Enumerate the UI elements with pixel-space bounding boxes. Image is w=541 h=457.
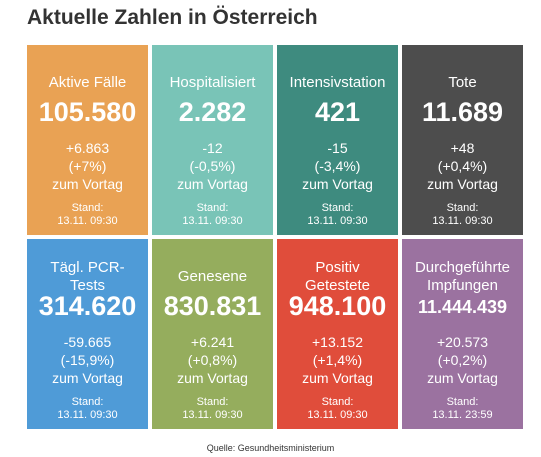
compare: zum Vortag: [52, 176, 123, 192]
stand-date: 13.11. 09:30: [182, 215, 243, 227]
change-block: +20.573 (+0,2%) zum Vortag: [402, 333, 523, 387]
tile-label: Tote: [402, 65, 523, 101]
stat-tile: Genesene 830.831 +6.241 (+0,8%) zum Vortag St…: [152, 239, 273, 429]
tile-value: 421: [314, 97, 361, 127]
percent: (+7%): [68, 158, 107, 174]
tile-label: Durchgeführte Impfungen: [402, 259, 523, 295]
label-line: Intensivstation: [289, 74, 386, 91]
stand-date: 13.11. 09:30: [57, 409, 118, 421]
label-line: Tote: [448, 74, 477, 91]
label-line: Impfungen: [427, 277, 498, 294]
stand-date: 13.11. 09:30: [182, 409, 243, 421]
change: -59.665: [63, 334, 112, 350]
label-line: Tests: [69, 277, 105, 294]
compare: zum Vortag: [427, 370, 498, 386]
stand-block: Stand: 13.11. 09:30: [152, 202, 273, 228]
stand-block: Stand: 13.11. 09:30: [277, 202, 398, 228]
change: +6.241: [190, 334, 235, 350]
percent: (+0,2%): [437, 352, 488, 368]
change-block: +13.152 (+1,4%) zum Vortag: [277, 333, 398, 387]
compare: zum Vortag: [302, 176, 373, 192]
label-line: Aktive Fälle: [48, 74, 127, 91]
title: Aktuelle Zahlen in Österreich: [27, 6, 318, 29]
tile-grid: Aktive Fälle 105.580 +6.863 (+7%) zum Vortag…: [27, 45, 523, 429]
percent: (-3,4%): [314, 158, 361, 174]
stand-label: Stand:: [196, 202, 229, 214]
change-block: +6.863 (+7%) zum Vortag: [27, 139, 148, 193]
change: +20.573: [437, 334, 488, 350]
tile-label: Positiv Getestete: [277, 259, 398, 295]
label-line: Durchgeführte: [414, 259, 511, 276]
change-block: -59.665 (-15,9%) zum Vortag: [27, 333, 148, 387]
tile-label: Intensivstation: [277, 65, 398, 101]
stand-date: 13.11. 23:59: [432, 409, 493, 421]
label-line: Positiv: [315, 259, 360, 276]
stand-block: Stand: 13.11. 09:30: [152, 396, 273, 422]
stat-tile: Durchgeführte Impfungen 11.444.439 +20.573(…: [402, 239, 523, 429]
stand-label: Stand:: [321, 396, 354, 408]
label-line: Getestete: [304, 277, 371, 294]
percent: (+0,4%): [437, 158, 488, 174]
compare: zum Vortag: [177, 176, 248, 192]
stat-tile: Positiv Getestete 948.100 +13.152 (+1,4%) zum…: [277, 239, 398, 429]
percent: (+0,8%): [187, 352, 238, 368]
change-block: +6.241 (+0,8%) zum Vortag: [152, 333, 273, 387]
compare: zum Vortag: [177, 370, 248, 386]
change: -12: [202, 140, 223, 156]
compare: zum Vortag: [302, 370, 373, 386]
stand-date: 13.11. 09:30: [307, 215, 368, 227]
stat-tile: Hospitalisiert 2.282 -12 (-0,5%) zum Vortag S…: [152, 45, 273, 235]
tile-label: Tägl. PCR- Tests: [27, 259, 148, 295]
tile-value: 314.620: [38, 291, 137, 321]
stand-block: Stand: 13.11. 23:59: [402, 396, 523, 422]
stat-tile: Tote 11.689 +48 (+0,4%) zum Vortag Stand: 13.1…: [402, 45, 523, 235]
tile-label: Genesene: [152, 259, 273, 295]
stand-label: Stand:: [321, 202, 354, 214]
stand-date: 13.11. 09:30: [432, 215, 493, 227]
tile-value: 11.689: [421, 97, 504, 127]
percent: (+1,4%): [312, 352, 363, 368]
percent: (-15,9%): [60, 352, 115, 368]
stand-label: Stand:: [446, 202, 479, 214]
percent: (-0,5%): [189, 158, 236, 174]
stand-block: Stand: 13.11. 09:30: [277, 396, 398, 422]
stat-tile: Intensivstation 421 -15 (-3,4%) zum Vortag St…: [277, 45, 398, 235]
stand-block: Stand: 13.11. 09:30: [27, 396, 148, 422]
change: +48: [450, 140, 475, 156]
source: Quelle: Gesundheitsministerium: [206, 443, 335, 453]
label-line: Hospitalisiert: [169, 74, 256, 91]
stand-label: Stand:: [71, 202, 104, 214]
label-line: Tägl. PCR-: [50, 259, 125, 276]
change-block: +48 (+0,4%) zum Vortag: [402, 139, 523, 193]
stand-label: Stand:: [196, 396, 229, 408]
stand-block: Stand: 13.11. 09:30: [27, 202, 148, 228]
stand-date: 13.11. 09:30: [57, 215, 118, 227]
change-block: -15 (-3,4%) zum Vortag: [277, 139, 398, 193]
change: +13.152: [312, 334, 363, 350]
compare: zum Vortag: [427, 176, 498, 192]
tile-value: 11.444.439: [417, 297, 508, 317]
tile-label: Hospitalisiert: [152, 65, 273, 101]
change-block: -12 (-0,5%) zum Vortag: [152, 139, 273, 193]
stat-tile: Tägl. PCR- Tests 314.620 -59.665 (-15,9%) zum…: [27, 239, 148, 429]
label-line: Genesene: [177, 268, 248, 285]
tile-value: 2.282: [178, 97, 247, 127]
stand-date: 13.11. 09:30: [307, 409, 368, 421]
tile-value: 948.100: [288, 291, 387, 321]
stand-label: Stand:: [446, 396, 479, 408]
tile-value: 830.831: [163, 291, 262, 321]
stand-block: Stand: 13.11. 09:30: [402, 202, 523, 228]
compare: zum Vortag: [52, 370, 123, 386]
stand-label: Stand:: [71, 396, 104, 408]
tile-label: Aktive Fälle: [27, 65, 148, 101]
tile-value: 105.580: [38, 97, 137, 127]
change: +6.863: [65, 140, 110, 156]
stat-tile: Aktive Fälle 105.580 +6.863 (+7%) zum Vortag…: [27, 45, 148, 235]
change: -15: [327, 140, 348, 156]
